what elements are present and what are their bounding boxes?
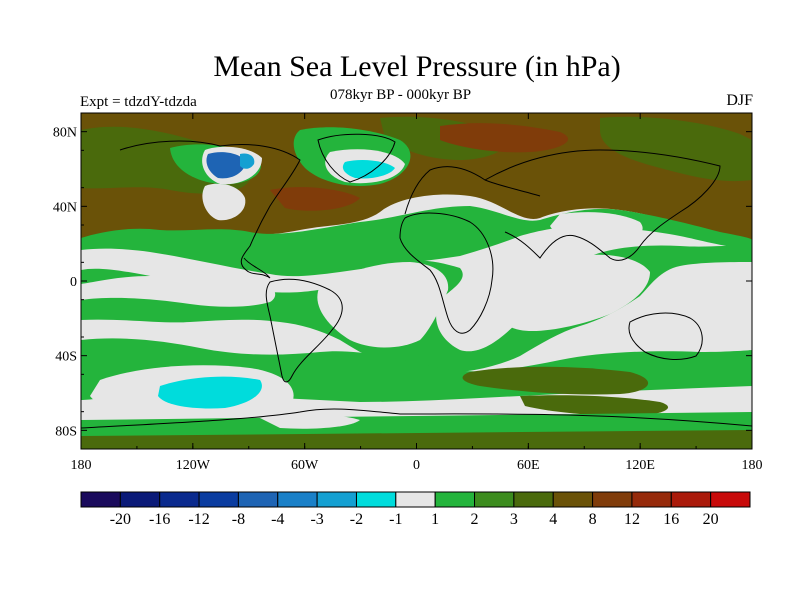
colorbar-swatch <box>710 491 751 508</box>
coast-antarctica <box>80 408 753 429</box>
colorbar-labels: -20 -16 -12 -8 -4 -3 -2 -1 1 2 3 4 8 12 16 20 <box>110 511 719 528</box>
coast-south-america <box>265 278 343 383</box>
north-darkbrown-1 <box>440 123 569 153</box>
lon-label: 120E <box>625 458 655 473</box>
greenland-cyan <box>342 160 395 179</box>
lon-label: 0 <box>413 458 420 473</box>
colorbar-swatch <box>631 491 672 508</box>
pressure-field <box>81 113 752 449</box>
chart-title: Mean Sea Level Pressure (in hPa) <box>213 50 621 83</box>
lat-label: 80N <box>53 126 77 141</box>
experiment-label: Expt = tdzdY-tdzda <box>80 94 197 110</box>
south-olive-band-2 <box>520 395 669 416</box>
colorbar <box>80 491 751 508</box>
lon-label: 180 <box>71 458 92 473</box>
colorbar-swatch <box>237 491 279 508</box>
colorbar-label: 16 <box>663 511 679 528</box>
indian-neutral <box>496 254 650 332</box>
longitude-labels: 180 120W 60W 0 60E 120E 180 <box>71 458 763 473</box>
axis-ticks <box>80 112 753 450</box>
colorbar-label: 2 <box>471 511 479 528</box>
tropics-neutral-atlantic <box>317 262 449 348</box>
lon-label: 60E <box>517 458 540 473</box>
colorbar-swatch <box>552 491 594 508</box>
colorbar-label: 8 <box>589 511 597 528</box>
colorbar-label: 1 <box>431 511 439 528</box>
colorbar-label: 12 <box>624 511 640 528</box>
colorbar-label: -3 <box>310 511 323 528</box>
colorbar-swatch <box>316 491 357 508</box>
antarctic-neutral <box>260 414 360 429</box>
colorbar-label: 20 <box>703 511 719 528</box>
coast-greenland <box>317 133 396 183</box>
lat-label: 80S <box>55 424 77 439</box>
colorbar-label: -12 <box>188 511 209 528</box>
south-pacific-cyan <box>158 376 262 409</box>
north-atlantic-neutral <box>202 183 246 221</box>
tropics-neutral-pacific <box>81 276 276 307</box>
south-olive-band <box>462 366 649 395</box>
colorbar-swatch <box>513 491 554 508</box>
colorbar-label: -4 <box>271 511 284 528</box>
colorbar-swatch <box>474 491 515 508</box>
antarctic-olive <box>81 430 752 449</box>
colorbar-swatch <box>434 491 476 508</box>
latitude-labels: 80N 40N 0 40S 80S <box>53 126 77 440</box>
coast-africa <box>399 212 494 334</box>
lat-label: 0 <box>70 275 77 290</box>
pacific-west-neutral <box>639 288 752 332</box>
season-label: DJF <box>726 92 753 109</box>
colorbar-label: -20 <box>110 511 131 528</box>
colorbar-label: -8 <box>232 511 245 528</box>
lon-label: 120W <box>176 458 211 473</box>
lat-label: 40S <box>55 350 77 365</box>
lat-label: 40N <box>53 200 77 215</box>
hudson-cyan <box>240 153 255 169</box>
hudson-blue <box>206 152 246 179</box>
north-darkbrown-2 <box>270 187 360 211</box>
colorbar-label: -1 <box>389 511 402 528</box>
coastlines <box>80 133 753 429</box>
colorbar-swatch <box>119 491 161 508</box>
lon-label: 180 <box>742 458 763 473</box>
colorbar-swatch <box>395 491 436 508</box>
colorbar-label: -2 <box>350 511 363 528</box>
coast-north-america <box>119 140 301 279</box>
colorbar-swatch <box>80 491 121 508</box>
colorbar-swatch <box>198 491 239 508</box>
chart-subtitle: 078kyr BP - 000kyr BP <box>330 87 472 103</box>
colorbar-swatch <box>277 491 318 508</box>
colorbar-label: 4 <box>549 511 557 528</box>
colorbar-label: -16 <box>149 511 170 528</box>
lon-label: 60W <box>291 458 319 473</box>
coast-australia <box>628 312 703 360</box>
coast-asia <box>484 149 721 261</box>
colorbar-label: 3 <box>510 511 518 528</box>
colorbar-swatch <box>592 491 633 508</box>
colorbar-swatch <box>670 491 712 508</box>
coast-europe <box>404 166 541 215</box>
colorbar-swatch <box>159 491 200 508</box>
colorbar-swatch <box>355 491 397 508</box>
